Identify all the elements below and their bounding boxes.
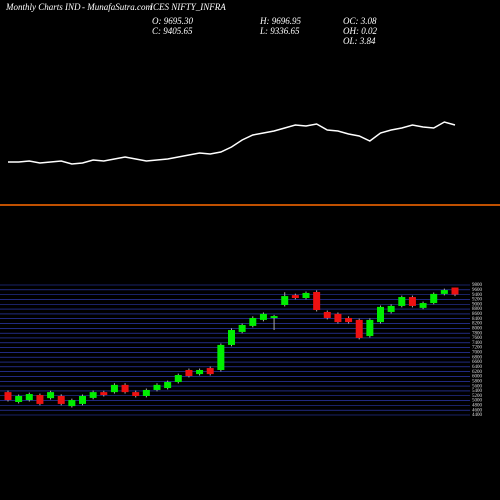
y-tick-label: 7400 — [472, 341, 483, 346]
candle-body — [25, 394, 33, 401]
y-tick-label: 4400 — [472, 413, 483, 418]
candle-body — [377, 306, 384, 323]
y-tick-label: 8800 — [472, 307, 483, 312]
candle-body — [238, 324, 246, 332]
y-tick-label: 6000 — [472, 375, 483, 380]
y-tick-label: 5600 — [472, 384, 483, 389]
y-tick-label: 7800 — [472, 331, 483, 336]
candle-body — [68, 400, 76, 407]
candle-body — [4, 392, 12, 401]
y-tick-label: 4600 — [472, 408, 483, 413]
y-tick-label: 9000 — [472, 302, 483, 307]
y-tick-label: 9200 — [472, 298, 483, 303]
candle-body — [313, 291, 321, 311]
candle-body — [228, 330, 235, 345]
y-tick-label: 5000 — [472, 399, 483, 404]
candle-body — [366, 319, 374, 337]
stat: C: 9405.65 — [152, 26, 193, 36]
candle-body — [132, 392, 140, 396]
candle-body — [451, 287, 459, 295]
candle-body — [89, 392, 97, 398]
candle-body — [281, 296, 289, 305]
candle-body — [408, 297, 416, 306]
y-tick-label: 6800 — [472, 355, 483, 360]
stat: O: 9695.30 — [152, 16, 193, 26]
candle-body — [440, 290, 448, 294]
candle-body — [100, 392, 108, 396]
candle-body — [36, 395, 44, 404]
stat: H: 9696.95 — [259, 16, 301, 26]
candle-body — [217, 344, 225, 370]
candle-body — [110, 384, 118, 393]
y-tick-label: 8600 — [472, 312, 483, 317]
y-tick-label: 8200 — [472, 322, 483, 327]
y-tick-label: 6400 — [472, 365, 483, 370]
candle-body — [206, 368, 214, 375]
candle-body — [47, 392, 55, 399]
candle-body — [302, 292, 310, 298]
candle-body — [270, 316, 278, 318]
candle-body — [345, 317, 353, 323]
candle-body — [121, 384, 129, 393]
candle-body — [398, 297, 406, 306]
candle-body — [174, 375, 182, 383]
candle-body — [142, 389, 150, 396]
y-tick-label: 5200 — [472, 394, 483, 399]
candle-body — [79, 395, 86, 404]
y-tick-label: 8000 — [472, 326, 483, 331]
candle-body — [419, 303, 427, 308]
y-tick-label: 9800 — [472, 283, 483, 288]
stat: L: 9336.65 — [259, 26, 300, 36]
chart-title: Monthly Charts IND — [5, 2, 81, 12]
symbol: ICES NIFTY_INFRA — [149, 2, 226, 12]
y-tick-label: 8400 — [472, 317, 483, 322]
y-tick-label: 7000 — [472, 351, 483, 356]
y-tick-label: 4800 — [472, 404, 483, 409]
y-tick-label: 7600 — [472, 336, 483, 341]
candle-body — [164, 382, 172, 389]
y-tick-label: 5400 — [472, 389, 483, 394]
stat: OL: 3.84 — [343, 36, 376, 46]
indicator-line — [8, 121, 456, 165]
subtitle: - MunafaSutra.com — [82, 2, 152, 12]
candle-body — [249, 317, 257, 326]
candle-body — [323, 311, 331, 318]
candle-body — [355, 319, 363, 338]
candle-body — [259, 313, 267, 320]
candle-body — [334, 313, 342, 323]
y-tick-label: 6200 — [472, 370, 483, 375]
y-tick-label: 6600 — [472, 360, 483, 365]
y-tick-label: 9600 — [472, 288, 483, 293]
candle-body — [57, 395, 65, 404]
candle-body — [387, 305, 395, 312]
candle-body — [196, 369, 204, 375]
y-tick-label: 5800 — [472, 379, 483, 384]
candle-body — [185, 369, 193, 376]
y-tick-label: 9400 — [472, 293, 483, 298]
candle-body — [291, 295, 299, 298]
candle-body — [15, 395, 23, 402]
candle-body — [153, 384, 161, 390]
y-tick-label: 7200 — [472, 346, 483, 351]
stat: OH: 0.02 — [343, 26, 377, 36]
stat: OC: 3.08 — [343, 16, 377, 26]
candle-body — [430, 293, 438, 304]
